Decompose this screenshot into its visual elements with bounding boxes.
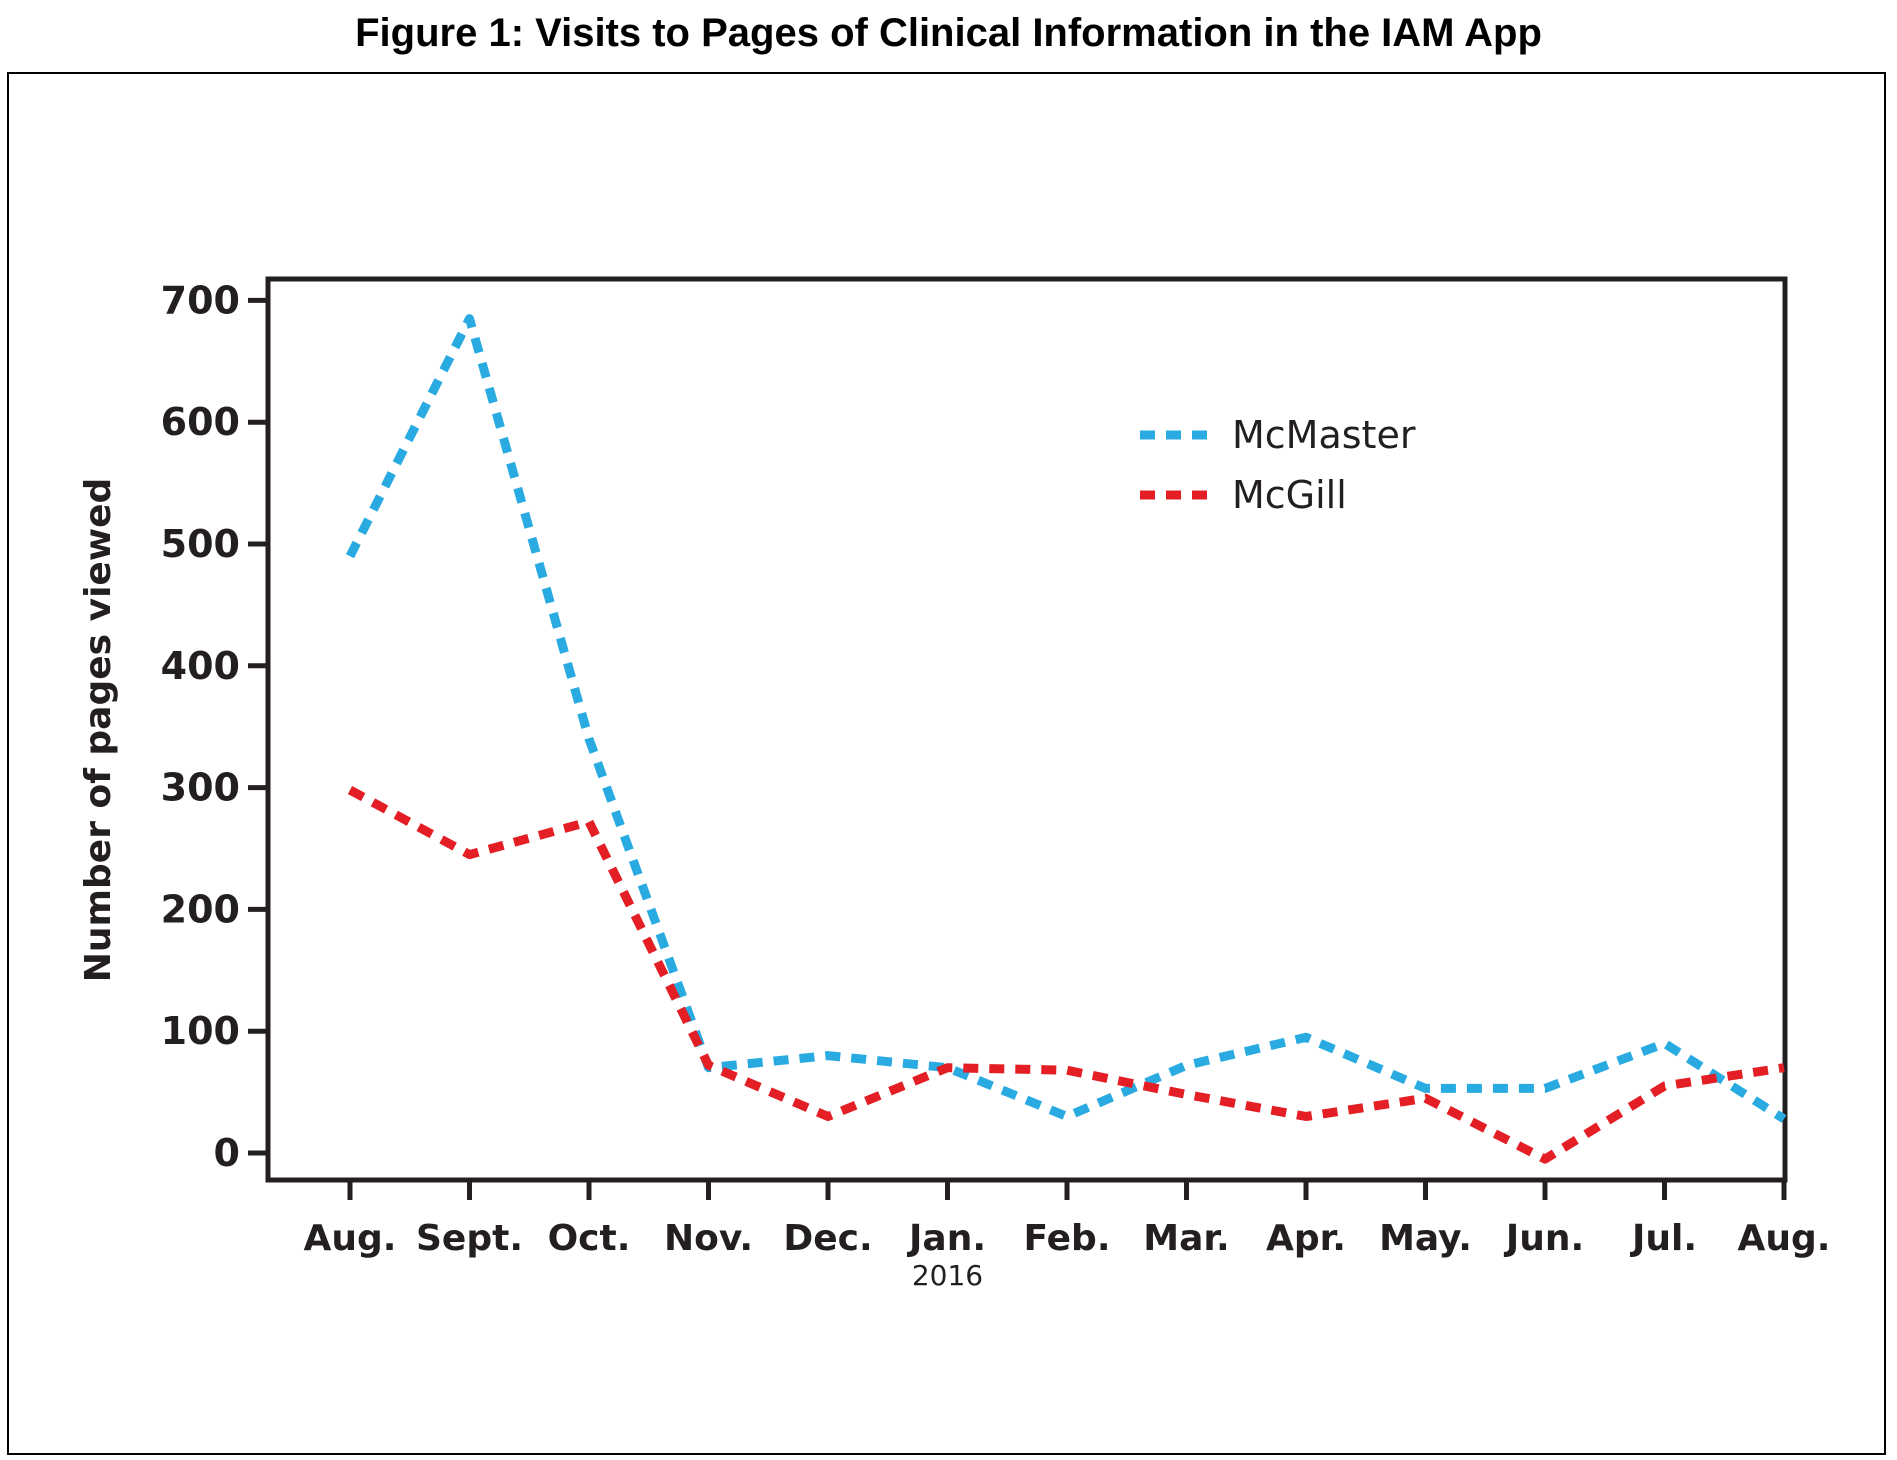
figure-frame <box>7 72 1886 1455</box>
y-tick-label-0: 0 <box>214 1131 240 1175</box>
series-line-mcmaster <box>345 314 1787 1123</box>
legend: McMaster McGill <box>1140 413 1416 517</box>
figure-title: Figure 1: Visits to Pages of Clinical In… <box>355 11 1542 55</box>
x-tick-label-3: Nov. <box>664 1218 753 1259</box>
x-tick-label-1: Sept. <box>416 1218 523 1259</box>
y-axis: 0 100 200 300 400 500 600 700 <box>161 278 268 1175</box>
x-tick-label-5: Jan. <box>906 1218 986 1259</box>
y-tick-label-7: 700 <box>161 278 240 322</box>
x-tick-label-2: Oct. <box>548 1218 631 1259</box>
y-tick-label-3: 300 <box>161 766 240 810</box>
x-axis: Aug. Sept. Oct. Nov. Dec. Jan. Feb. Mar. Apr. May… <box>304 1180 1831 1292</box>
series-layer <box>345 314 1787 1164</box>
y-axis-label: Number of pages viewed <box>78 478 119 983</box>
x-sublabel-0: 2016 <box>912 1259 983 1292</box>
y-tick-label-1: 100 <box>161 1009 240 1053</box>
y-tick-label-6: 600 <box>161 400 240 444</box>
plot-area-border <box>265 276 1788 1183</box>
x-tick-label-8: Apr. <box>1266 1218 1346 1259</box>
x-tick-label-12: Aug. <box>1738 1218 1831 1259</box>
x-tick-label-11: Jul. <box>1629 1218 1697 1259</box>
x-tick-label-10: Jun. <box>1503 1218 1584 1259</box>
series-line-mcgill <box>347 786 1785 1164</box>
x-tick-label-6: Feb. <box>1024 1218 1111 1259</box>
y-tick-label-5: 500 <box>161 522 240 566</box>
legend-label-mcgill: McGill <box>1232 473 1347 517</box>
y-tick-label-4: 400 <box>161 644 240 688</box>
x-tick-label-4: Dec. <box>783 1218 872 1259</box>
x-tick-label-0: Aug. <box>304 1218 397 1259</box>
y-tick-label-2: 200 <box>161 887 240 931</box>
x-tick-label-9: May. <box>1379 1218 1472 1259</box>
x-tick-label-7: Mar. <box>1143 1218 1229 1259</box>
legend-label-mcmaster: McMaster <box>1232 413 1416 457</box>
